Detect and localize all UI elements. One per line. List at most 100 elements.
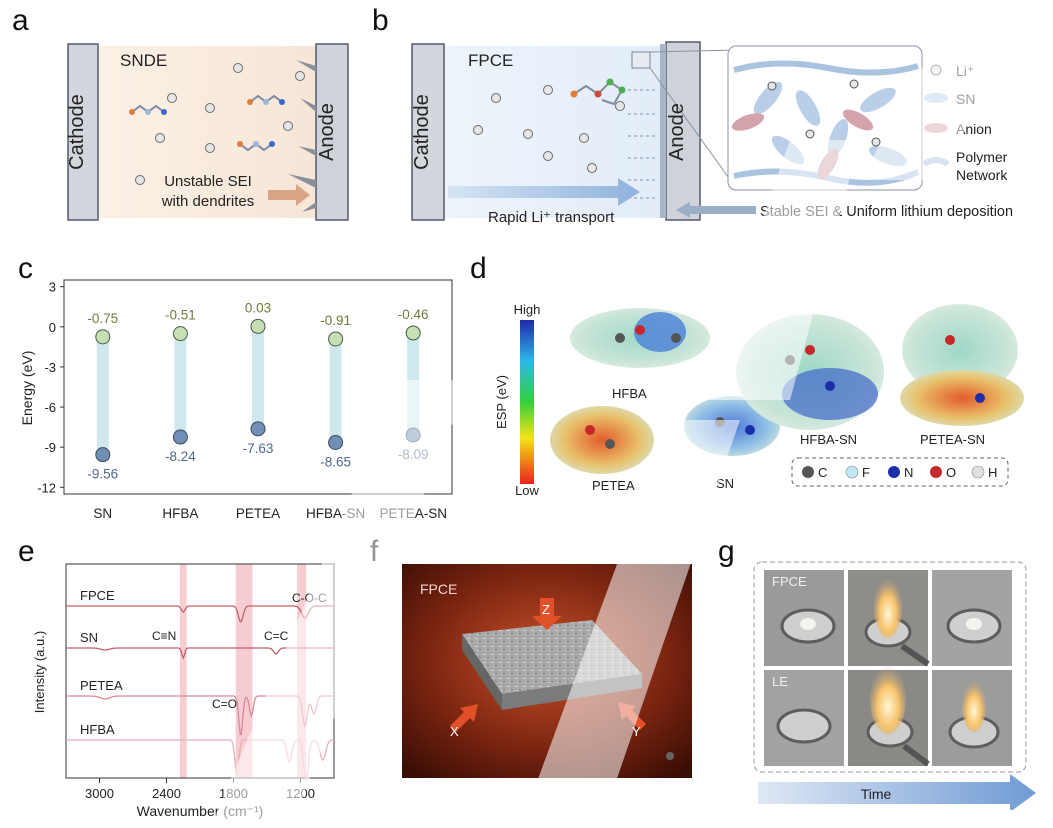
panel-a-label: a [12,4,29,37]
mol-petea: PETEA [592,478,635,493]
panel-b-schematic: Li⁺ SN Anion Polymer Network Cathode Ano… [411,41,1013,226]
ftir-band-0 [179,564,187,778]
cathode-label: Cathode [66,94,88,170]
panel-f-membrane: FPCE Z X Y [402,564,692,778]
anode-electrode-b [665,41,701,221]
mol-hfba-sn: HFBA-SN [800,432,857,447]
chart-c-category-0: SN [93,506,112,521]
homo-point-2 [250,421,266,437]
legend-li-icon [930,64,942,76]
lighters [900,643,930,767]
rapid-transport-label: Rapid Li⁺ transport [488,209,615,226]
esp-colorbar [520,320,534,484]
homo-label-4: -8.09 [398,447,429,462]
li-flux-arrows [628,89,656,199]
chart-c-category-1: HFBA [162,506,198,521]
axis-z: Z [542,602,550,617]
chart-c-yticklabel-5: -12 [37,480,56,495]
anode-label-b: Anode [666,103,688,161]
panel-g-frame [753,561,1027,773]
homo-point-4 [405,427,421,443]
series-label-sn: SN [80,630,98,645]
panel-e-label: e [18,535,35,568]
cathode-label-b: Cathode [411,94,433,170]
anode-electrode [315,43,349,221]
esp-high-label: High [514,302,541,317]
lumo-label-3: -0.91 [320,313,351,328]
chart-c-category-2: PETEA [236,506,280,521]
annot-cc: C=C [264,629,289,643]
legend-sn-icon [924,93,948,103]
panel-g-flame-test: FPCE LE Time [753,561,1036,810]
membrane-pieces [800,618,982,630]
annot-cn: C≡N [152,629,176,643]
dendrites [288,60,316,212]
gap-bar-4 [407,332,420,436]
panel-f-label: f [370,535,379,568]
flame-1 [874,578,902,638]
li-ion-dots-b [473,85,625,173]
chart-e-ylabel: Intensity (a.u.) [32,631,47,713]
axis-glyph [666,752,674,760]
panel-d-esp: High Low ESP (eV) HFBA PETEA SN HFBA-SN … [494,302,1024,498]
chart-c-yticklabel-1: 0 [49,320,56,335]
homo-label-1: -8.24 [165,449,196,464]
mol-petea-sn: PETEA-SN [920,432,985,447]
stable-sei-arrow [676,202,756,218]
cathode-electrode-b [411,43,445,221]
lumo-point-0 [95,329,111,345]
panel-c-label: c [18,252,33,285]
gap-bar-3 [329,338,342,443]
ftir-trace-1 [66,647,334,660]
homo-point-0 [95,447,111,463]
lumo-point-2 [250,318,266,334]
ftir-trace-3 [66,739,334,783]
chart-e-xticklabel-0: 3000 [85,786,114,801]
gap-bar-0 [96,336,109,455]
energy-level-chart: 3 0 -3 -6 -9 -12 -0.75 -9.56 -0.51 -8.24 0.03 -7.6… [19,279,453,521]
series-label-hfba: HFBA [80,722,115,737]
lumo-point-1 [172,326,188,342]
atom-legend-box [791,457,1009,487]
annot-co: C=O [212,697,237,711]
atom-c: C [818,465,827,480]
chart-c-yticklabel-3: -6 [44,400,56,415]
axis-x: X [450,724,459,739]
chart-e-xticklabel-2: 1800 [219,786,248,801]
legend-network-label: Network [956,167,1008,183]
chart-e-xlabel: Wavenumber (cm⁻¹) [137,803,264,819]
mol-sn: SN [716,476,734,491]
esp-low-label: Low [515,483,539,498]
panel-b-label: b [372,4,389,37]
membrane-side [462,634,502,710]
anode-label: Anode [316,103,338,161]
li-ion-dots [135,63,305,185]
chart-c-category-4: PETEA-SN [379,506,447,521]
mol-hfba: HFBA [612,386,647,401]
homo-label-0: -9.56 [87,467,118,482]
time-label: Time [861,786,892,802]
lumo-label-1: -0.51 [165,308,196,323]
sn-molecule-1-atoms [129,109,167,115]
legend-li-label: Li⁺ [956,63,974,79]
legend-polymer-icon [922,157,950,167]
atom-o: O [946,465,956,480]
chart-e-xticklabel-1: 2400 [152,786,181,801]
ftir-trace-0 [66,605,334,623]
homo-point-1 [172,429,188,445]
unstable-sei-line2: with dendrites [161,193,255,210]
petea-surface [550,406,654,474]
stable-sei-label: Stable SEI & Uniform lithium deposition [760,204,1013,220]
chart-c-ylabel: Energy (eV) [19,351,35,426]
flame-2 [870,666,906,734]
lumo-point-4 [405,325,421,341]
atom-f: F [862,465,870,480]
chart-c-yticklabel-0: 3 [49,280,56,295]
gap-bar-2 [252,326,264,429]
fpce-title: FPCE [468,51,513,70]
legend-polymer-label: Polymer [956,149,1008,165]
panel-d-label: d [470,252,487,285]
flame-3 [962,680,986,732]
homo-label-2: -7.63 [243,441,274,456]
chart-e-xticklabel-3: 1200 [286,786,315,801]
